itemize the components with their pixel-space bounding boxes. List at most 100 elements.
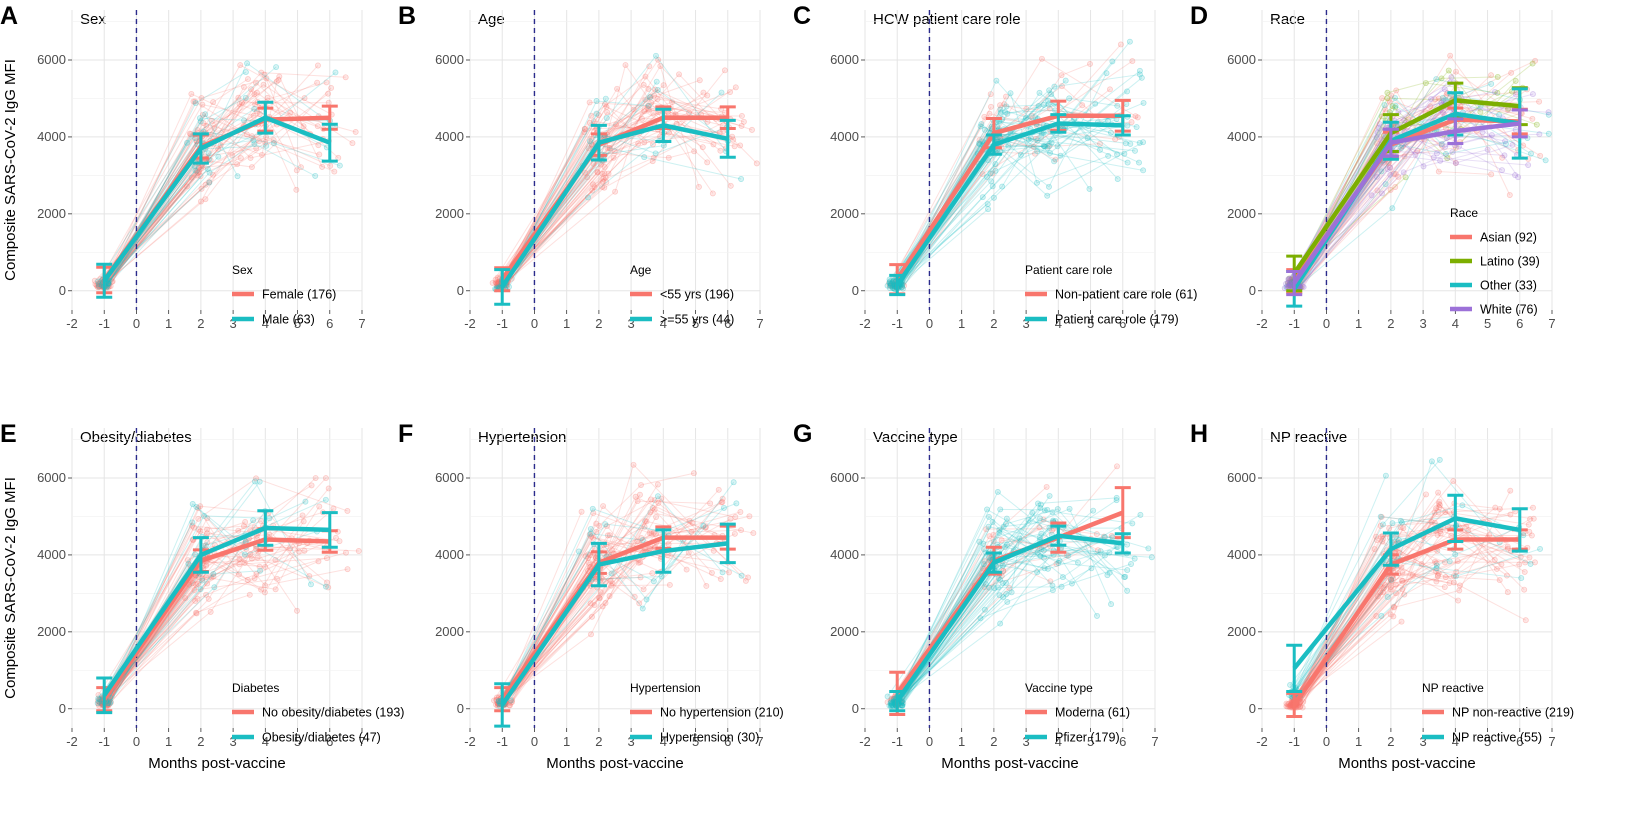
x-tick-label: 7 xyxy=(756,316,763,331)
trajectory-point xyxy=(603,115,610,122)
trajectory-line xyxy=(102,75,323,287)
trajectory-point xyxy=(1124,567,1131,574)
trajectory-point xyxy=(645,85,652,92)
trajectory-point xyxy=(1420,163,1427,170)
trajectory-line xyxy=(106,100,320,283)
trajectory-point xyxy=(1384,89,1391,96)
participant-trajectories xyxy=(884,463,1155,710)
trajectory-point xyxy=(1040,101,1047,108)
trajectory-point xyxy=(1496,577,1503,584)
legend-title: Vaccine type xyxy=(1025,681,1093,695)
trajectory-point xyxy=(738,122,745,129)
trajectory-point xyxy=(234,173,241,180)
trajectory-point xyxy=(588,112,595,119)
trajectory-point xyxy=(197,528,204,535)
y-tick-label: 2000 xyxy=(1227,624,1256,639)
trajectory-point xyxy=(250,517,257,524)
trajectory-point xyxy=(997,109,1004,116)
trajectory-line xyxy=(98,62,336,285)
legend-title: Age xyxy=(630,263,652,277)
trajectory-point xyxy=(184,183,190,190)
trajectory-line xyxy=(890,563,1132,706)
trajectory-point xyxy=(266,515,273,522)
trajectory-point xyxy=(1389,520,1396,527)
y-tick-label: 0 xyxy=(59,283,66,298)
trajectory-point xyxy=(1506,192,1513,198)
trajectory-point xyxy=(721,67,728,74)
trajectory-point xyxy=(737,509,744,515)
trajectory-point xyxy=(1041,143,1048,150)
trajectory-line xyxy=(899,74,1140,288)
trajectory-point xyxy=(1436,456,1443,463)
panel-letter: E xyxy=(0,420,17,448)
y-tick-label: 0 xyxy=(852,283,859,298)
trajectory-point xyxy=(646,530,653,537)
trajectory-point xyxy=(1045,143,1052,150)
trajectory-point xyxy=(1086,185,1093,192)
trajectory-point xyxy=(650,578,657,585)
trajectory-point xyxy=(1040,142,1047,149)
x-tick-label: 2 xyxy=(197,316,204,331)
trajectory-point xyxy=(601,164,608,170)
trajectory-point xyxy=(298,164,304,171)
trajectory-point xyxy=(1001,101,1008,108)
trajectory-point xyxy=(208,117,215,124)
trajectory-point xyxy=(669,99,676,106)
trajectory-line xyxy=(106,145,267,280)
trajectory-point xyxy=(229,152,236,159)
trajectory-point xyxy=(1133,124,1140,130)
trajectory-point xyxy=(192,167,199,174)
x-tick-label: 1 xyxy=(165,734,172,749)
trajectory-point xyxy=(1027,134,1034,141)
trajectory-point xyxy=(654,493,661,500)
trajectory-point xyxy=(1148,554,1155,561)
panel-e: EObesity/diabetes-2-10123456702000400060… xyxy=(0,420,404,772)
x-tick-label: 2 xyxy=(1387,316,1394,331)
trajectory-point xyxy=(323,583,329,590)
trajectory-point xyxy=(192,98,199,105)
trajectory-point xyxy=(242,519,249,525)
trajectory-point xyxy=(646,63,653,70)
trajectory-point xyxy=(652,150,659,157)
trajectory-point xyxy=(727,182,734,189)
trajectory-point xyxy=(336,162,343,169)
trajectory-point xyxy=(1450,478,1457,485)
trajectory-point xyxy=(589,505,596,512)
trajectory-point xyxy=(581,129,588,136)
y-tick-label: 4000 xyxy=(435,547,464,562)
trajectory-point xyxy=(1377,513,1384,520)
trajectory-line xyxy=(891,104,1138,286)
trajectory-point xyxy=(195,169,201,176)
series-55 xyxy=(494,107,736,306)
trajectory-point xyxy=(96,696,103,703)
x-tick-label: -1 xyxy=(98,316,110,331)
trajectory-point xyxy=(602,95,609,102)
trajectory-line xyxy=(506,79,700,282)
y-tick-label: 6000 xyxy=(37,470,66,485)
panel-b: B Age -2 -1 0 1 2 3 4 5 6 7 0 2000 4000 6000 Age <55 yrs … xyxy=(398,2,764,331)
trajectory-point xyxy=(640,586,647,593)
trajectory-point xyxy=(890,285,896,291)
participant-trajectories xyxy=(94,475,362,709)
x-tick-label: 2 xyxy=(595,734,602,749)
trajectory-point xyxy=(250,137,257,144)
trajectory-point xyxy=(200,120,207,127)
trajectory-point xyxy=(1545,130,1552,137)
trajectory-point xyxy=(210,99,217,106)
trajectory-point xyxy=(264,94,271,101)
trajectory-point xyxy=(197,118,204,125)
trajectory-point xyxy=(604,109,611,116)
trajectory-point xyxy=(1023,105,1030,112)
trajectory-point xyxy=(642,96,649,103)
trajectory-point xyxy=(1452,573,1459,580)
trajectory-point xyxy=(1447,52,1454,59)
trajectory-point xyxy=(1114,151,1121,158)
trajectory-point xyxy=(737,142,744,149)
panel-h: H NP reactive-2 -1 0 1 2 3 4 5 6 70200040006000Mon… xyxy=(1190,420,1574,772)
trajectory-line xyxy=(506,101,722,284)
x-tick-label: 7 xyxy=(1548,316,1555,331)
trajectory-point xyxy=(1022,114,1029,121)
trajectory-point xyxy=(1046,105,1053,112)
trajectory-point xyxy=(332,69,339,76)
trajectory-point xyxy=(676,71,682,78)
